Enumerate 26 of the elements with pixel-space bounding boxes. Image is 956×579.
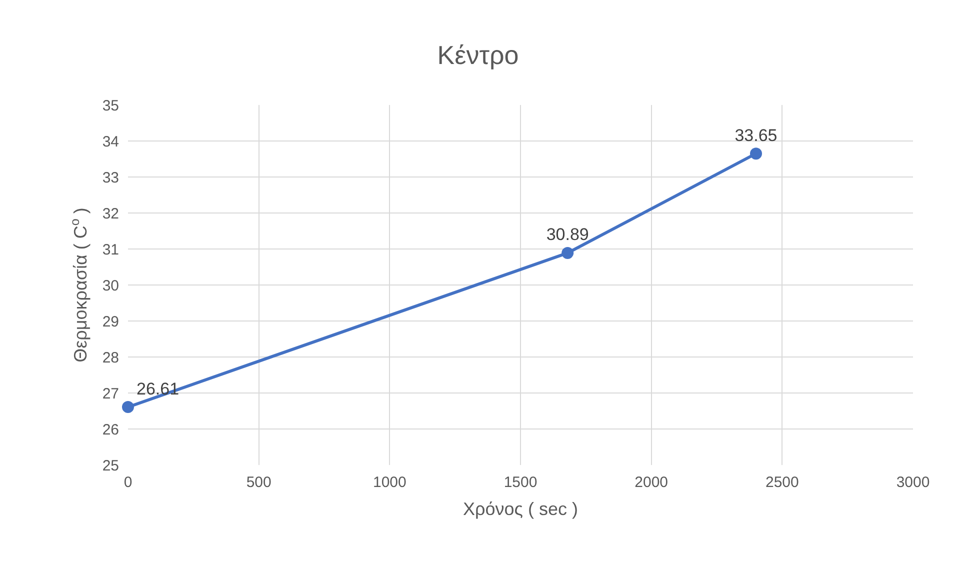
y-tick-label: 33 [102,169,119,186]
y-tick-label: 29 [102,313,119,330]
y-tick-label: 32 [102,205,119,222]
point [562,246,574,259]
data-label: 30.89 [546,225,589,244]
y-tick-label: 25 [102,457,119,474]
data-label: 33.65 [734,126,778,145]
x-tick-label: 2000 [634,474,668,491]
x-tick-label: 3000 [896,474,930,491]
y-tick-label: 26 [102,421,119,438]
x-tick-label: 0 [124,474,132,491]
y-tick-label: 30 [102,277,119,294]
y-tick-label: 34 [102,133,119,150]
x-tick-label: 2500 [765,474,799,491]
x-axis-title: Χρόνος ( sec ) [463,499,578,520]
x-tick-label: 1000 [372,474,406,491]
x-tick-label: 1500 [504,474,538,491]
y-tick-label: 27 [102,385,119,402]
chart-title: Κέντρο [437,40,519,70]
point [750,148,762,160]
y-tick-label: 28 [102,349,119,366]
data-label: 26.61 [136,379,180,398]
y-tick-label: 35 [102,97,119,114]
point [122,401,134,414]
x-tick-label: 500 [246,474,272,491]
y-tick-label: 31 [102,241,119,258]
